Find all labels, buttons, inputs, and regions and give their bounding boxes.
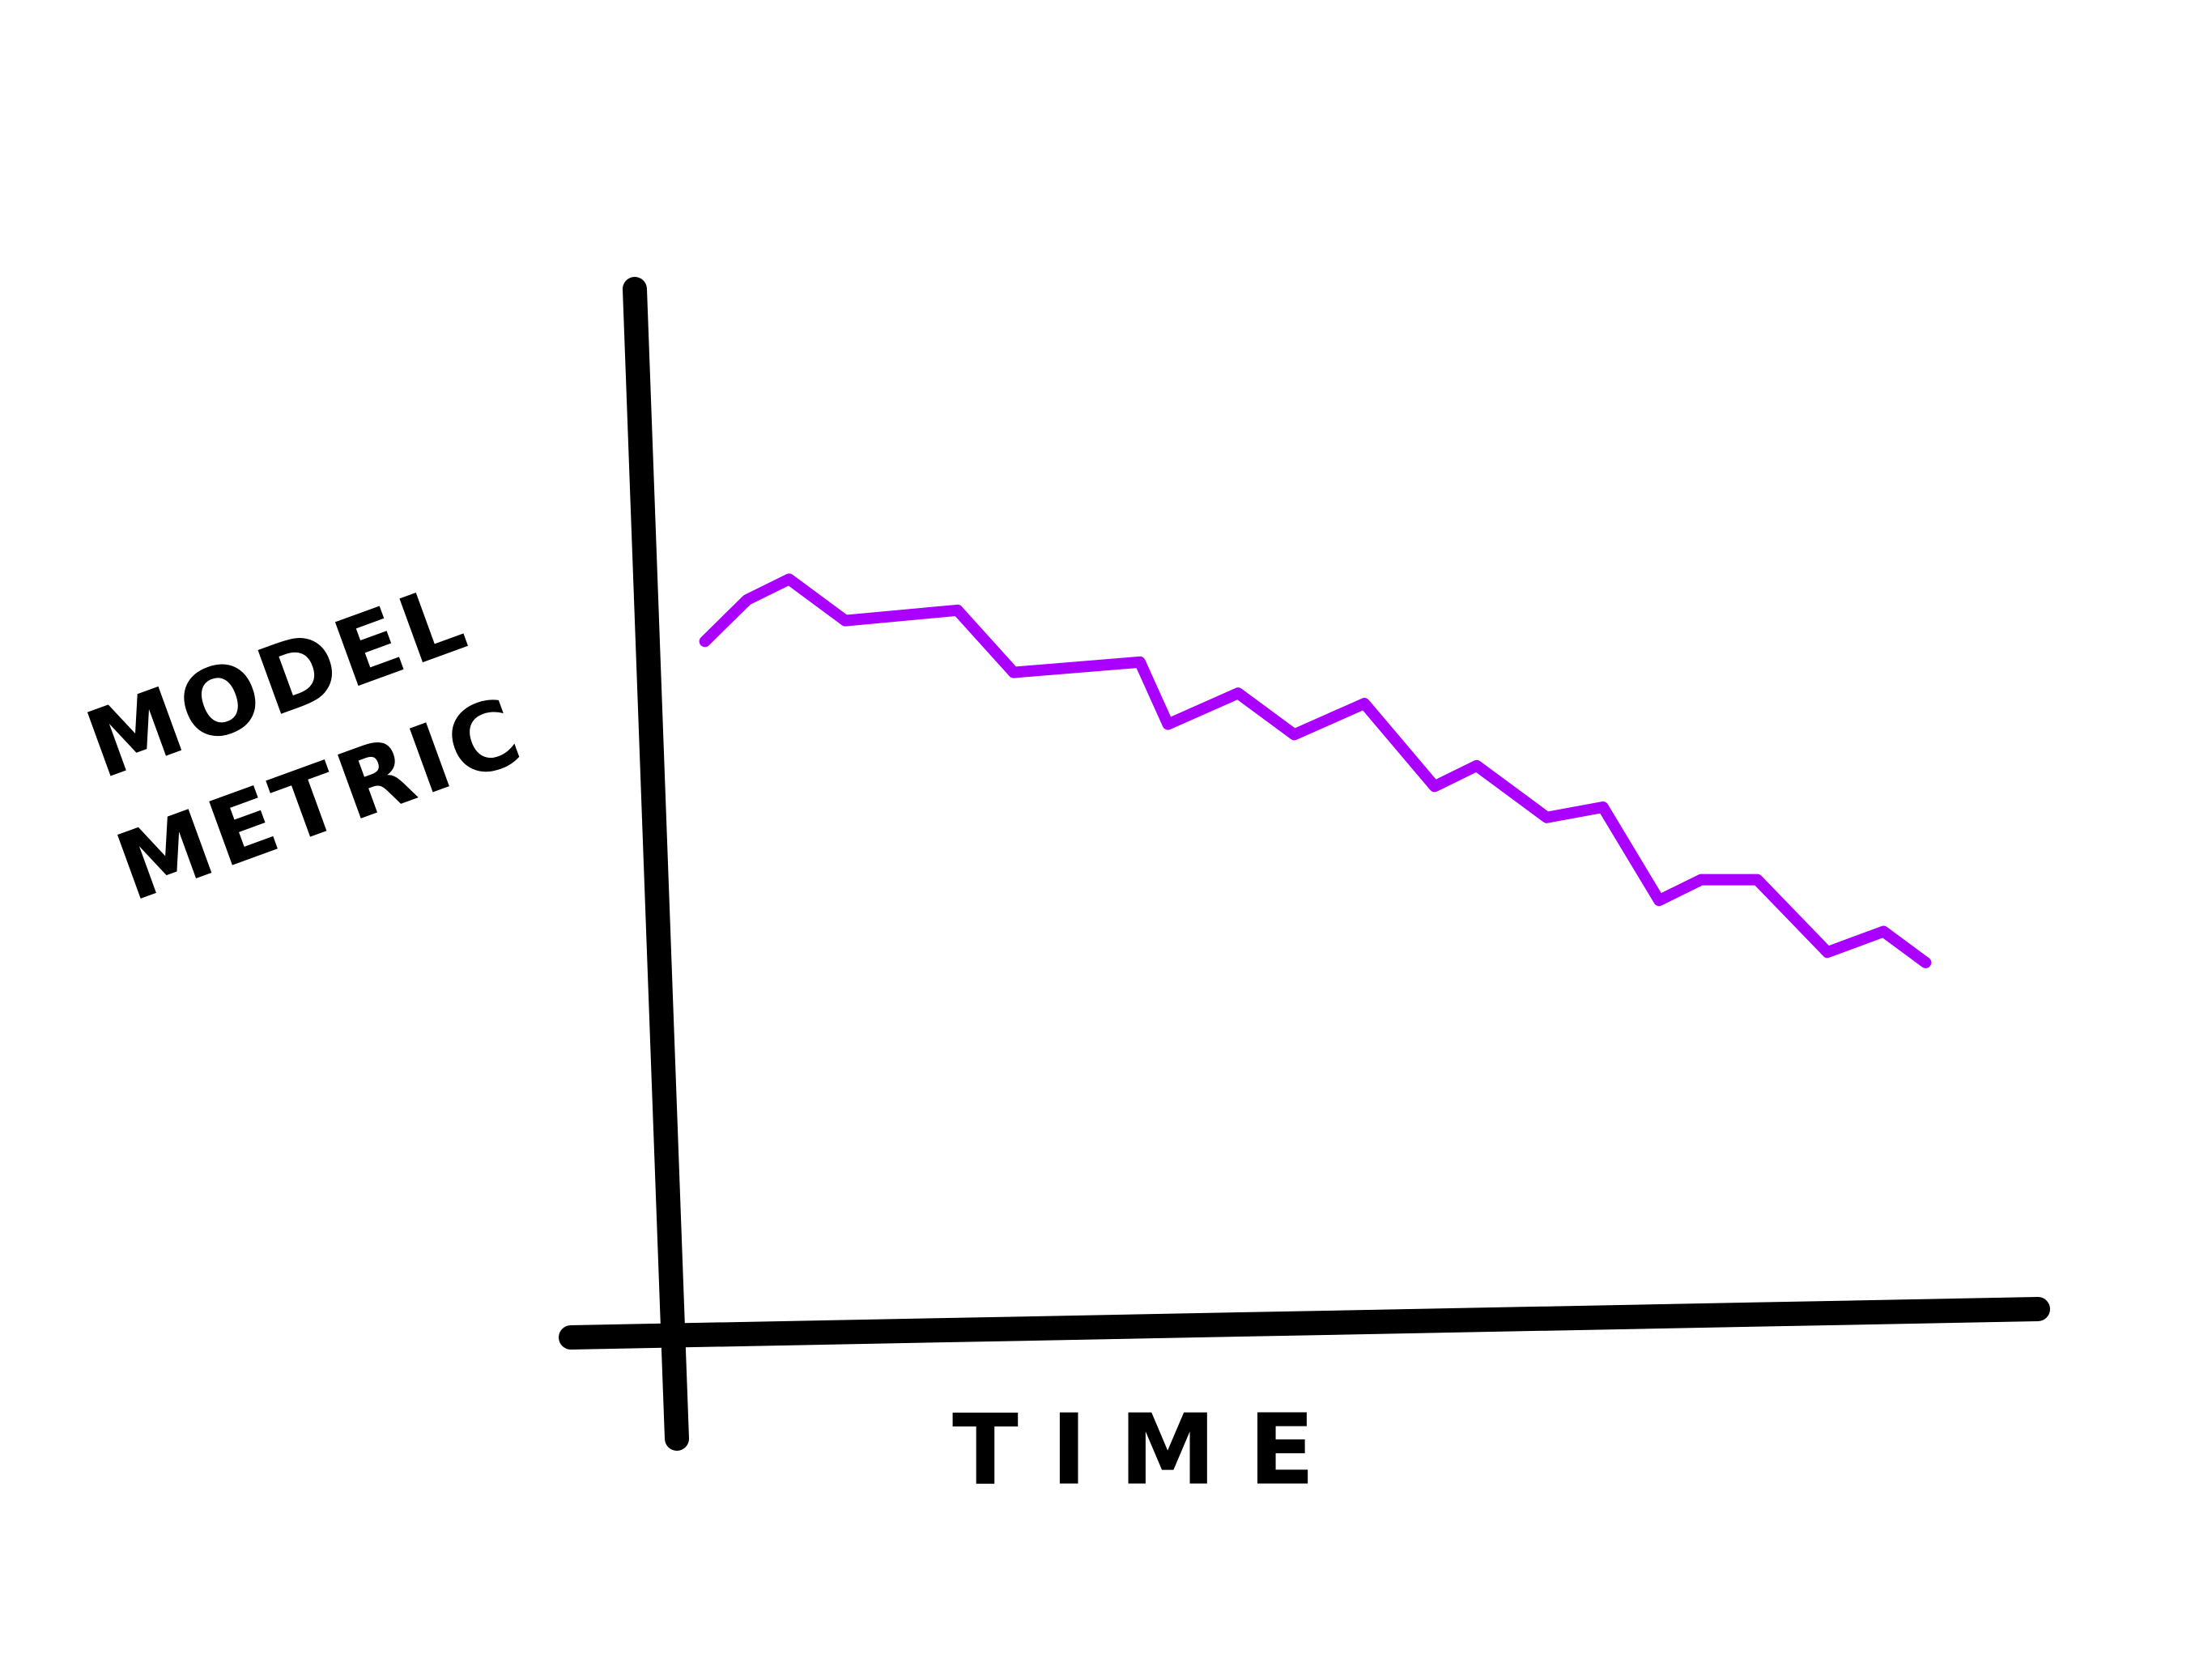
- data-line: [699, 573, 1932, 968]
- x-axis: [559, 1297, 2050, 1350]
- x-axis-label: TIME: [952, 1395, 1347, 1507]
- y-axis: [623, 277, 689, 1451]
